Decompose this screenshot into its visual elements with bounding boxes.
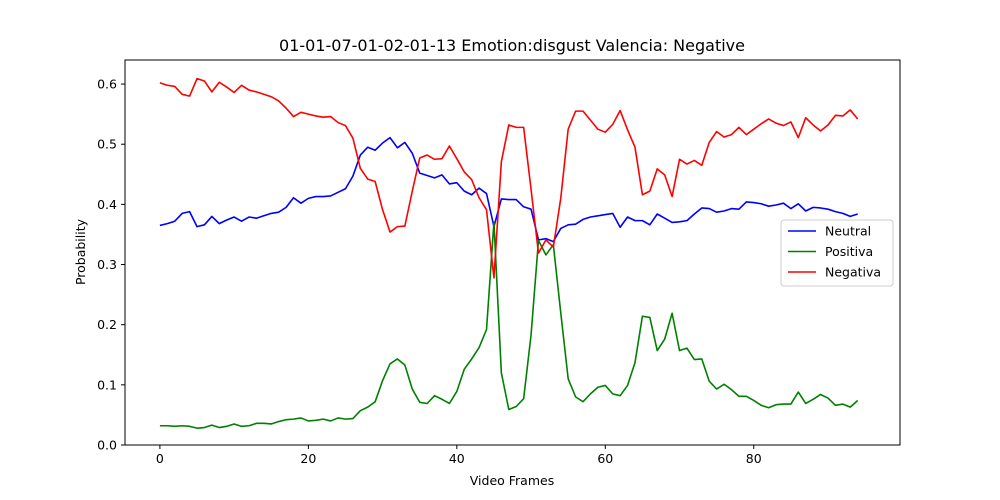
- legend: Neutral Positiva Negativa: [780, 219, 894, 287]
- y-tick-label: 0.3: [97, 257, 117, 272]
- chart-title: 01-01-07-01-02-01-13 Emotion:disgust Val…: [279, 36, 745, 55]
- y-axis: 0.0 0.1 0.2 0.3 0.4 0.5 0.6: [97, 77, 125, 453]
- y-tick-label: 0.4: [97, 197, 117, 212]
- legend-label-positiva: Positiva: [825, 244, 873, 259]
- x-tick-label: 40: [449, 451, 465, 466]
- series-layer: [159, 77, 859, 429]
- x-tick-label: 60: [597, 451, 613, 466]
- x-tick-label: 0: [156, 451, 164, 466]
- x-axis: 0 20 40 60 80: [156, 445, 762, 466]
- plot-frame: [124, 59, 901, 446]
- y-tick-label: 0.0: [97, 438, 117, 453]
- series-line-positiva: [159, 221, 859, 429]
- y-axis-label: Probability: [73, 218, 88, 285]
- series-line-negativa: [159, 77, 859, 279]
- legend-label-neutral: Neutral: [825, 224, 871, 239]
- series-line-neutral: [159, 136, 858, 243]
- x-axis-label: Video Frames: [470, 473, 554, 488]
- x-tick-label: 20: [300, 451, 316, 466]
- legend-box: [780, 219, 894, 287]
- x-tick-label: 80: [746, 451, 762, 466]
- y-tick-label: 0.1: [97, 377, 117, 392]
- y-tick-label: 0.2: [97, 317, 117, 332]
- y-tick-label: 0.5: [97, 137, 117, 152]
- legend-label-negativa: Negativa: [825, 265, 881, 280]
- y-tick-label: 0.6: [97, 77, 117, 92]
